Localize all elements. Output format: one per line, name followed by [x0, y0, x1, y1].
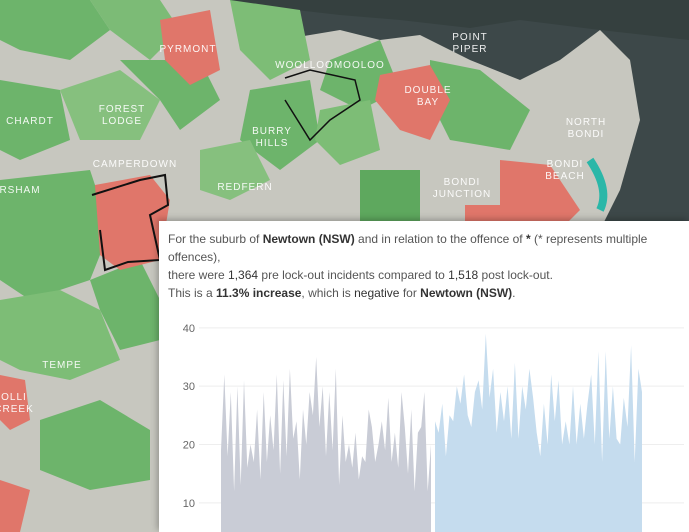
suburb-area[interactable] [0, 290, 120, 380]
change-value: 11.3% increase [216, 286, 302, 300]
suburb-area[interactable] [60, 70, 160, 140]
tooltip-panel: For the suburb of Newtown (NSW) and in r… [159, 221, 689, 532]
incident-area-chart: 10 20 30 40 [183, 323, 684, 532]
map-label: RSHAM [0, 185, 41, 196]
pre-lockout-area [221, 357, 431, 532]
suburb-area[interactable] [315, 100, 380, 165]
map-label: BONDI [547, 159, 584, 170]
map-label: HILLS [256, 138, 289, 149]
suburb-area[interactable] [200, 140, 270, 200]
map-label: BEACH [545, 171, 584, 182]
suburb-name: Newtown (NSW) [262, 232, 355, 246]
suburb-area[interactable] [240, 80, 320, 170]
map-label: BONDI [444, 177, 481, 188]
map-label: TEMPE [42, 360, 81, 371]
map-label: JUNCTION [433, 189, 492, 200]
region-outline [284, 69, 361, 142]
map-label: BURRY [252, 126, 292, 137]
suburb-area[interactable] [160, 10, 220, 85]
suburb-area[interactable] [360, 170, 420, 230]
post-count: 1,518 [448, 268, 479, 282]
map-label: NORTH [566, 117, 606, 128]
map-label: PIPER [452, 44, 487, 55]
map-label: LODGE [102, 116, 142, 127]
map-label: OLLI [1, 392, 27, 403]
suburb-area[interactable] [90, 260, 160, 350]
suburb-area[interactable] [40, 400, 150, 490]
map-label: BONDI [568, 129, 605, 140]
suburb-area[interactable] [95, 175, 170, 270]
text: pre lock-out incidents compared to [258, 268, 449, 282]
selected-suburb-outline [91, 173, 170, 272]
pre-count: 1,364 [228, 268, 259, 282]
suburb-area[interactable] [500, 160, 580, 230]
map-label: CHARDT [6, 116, 54, 127]
text: (* represents multiple offences), [168, 232, 648, 264]
suburb-area[interactable] [0, 80, 70, 160]
text: and in relation to the offence of [354, 232, 526, 246]
suburb-area[interactable] [0, 0, 110, 60]
y-tick-label: 40 [183, 323, 195, 335]
text: . [512, 286, 516, 300]
suburb-area[interactable] [90, 0, 180, 60]
y-tick-label: 30 [183, 381, 195, 393]
offence-name: * [525, 232, 531, 246]
map-label: DOUBLE [404, 85, 451, 96]
text: for [399, 286, 421, 300]
text: post lock-out. [478, 268, 553, 282]
map-label: PYRMONT [160, 44, 217, 55]
text: there were [168, 268, 229, 282]
map-label: BAY [417, 97, 439, 108]
map-label: CREEK [0, 404, 34, 415]
map-label: POINT [452, 32, 488, 43]
suburb-name: Newtown (NSW) [420, 286, 513, 300]
suburb-area[interactable] [230, 0, 310, 80]
post-lockout-area [435, 333, 642, 532]
text: This is a [168, 286, 217, 300]
suburb-area[interactable] [375, 65, 450, 140]
map-label: CAMPERDOWN [93, 159, 177, 170]
map-label: REDFERN [217, 182, 272, 193]
suburb-area[interactable] [0, 375, 30, 430]
tooltip-text: For the suburb of Newtown (NSW) and in r… [168, 230, 683, 302]
map-label: WOOLLOOMOOLOO [275, 60, 385, 71]
map-label: FOREST [99, 104, 146, 115]
text: For the suburb of [168, 232, 263, 246]
judgement: negative [354, 286, 400, 300]
suburb-area[interactable] [430, 60, 530, 150]
suburb-area[interactable] [0, 170, 110, 300]
y-tick-label: 10 [183, 498, 195, 510]
y-tick-label: 20 [183, 440, 195, 452]
suburb-area[interactable] [0, 480, 30, 532]
text: , which is [301, 286, 355, 300]
